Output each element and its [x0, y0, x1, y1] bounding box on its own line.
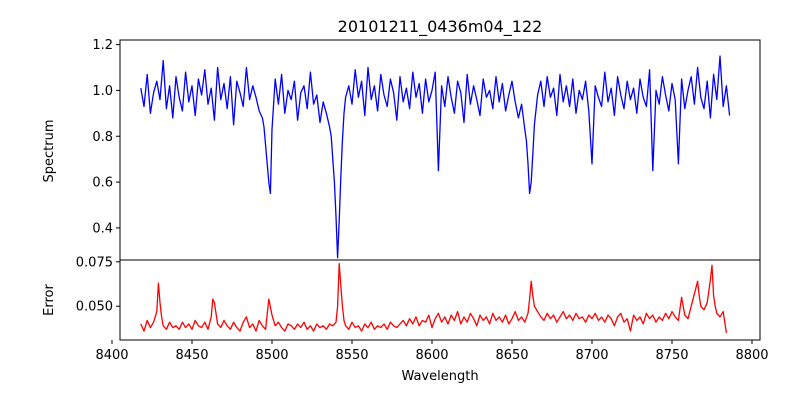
x-tick-label: 8500: [255, 348, 288, 363]
x-tick-label: 8400: [95, 348, 128, 363]
spectrum-y-tick-label: 0.8: [92, 130, 113, 145]
x-tick-label: 8800: [735, 348, 768, 363]
x-tick-label: 8450: [175, 348, 208, 363]
spectrum-series-line-0: [140, 55, 731, 259]
spectrum-panel-frame: [119, 39, 761, 261]
x-tick-label: 8600: [415, 348, 448, 363]
x-tick-label: 8550: [335, 348, 368, 363]
x-axis-title: Wavelength: [401, 369, 478, 384]
x-tick-label: 8700: [575, 348, 608, 363]
x-tick-label: 8750: [655, 348, 688, 363]
error-y-tick-label: 0.075: [76, 255, 113, 270]
error-series-line-0: [140, 262, 728, 333]
error-panel-frame: [119, 259, 761, 341]
x-tick-label: 8650: [495, 348, 528, 363]
chart-title: 20101211_0436m04_122: [338, 17, 543, 37]
y-axis-title-spectrum: Spectrum: [42, 120, 57, 183]
spectrum-y-tick-label: 1.2: [92, 38, 113, 53]
error-y-tick-label: 0.050: [76, 300, 113, 315]
plot-layer: 0.4 0.6 0.8 1.0 1.2 0.050 0.075 8400 8450 8500 855…: [76, 38, 769, 363]
spectrum-y-tick-label: 0.6: [92, 176, 113, 191]
y-axis-title-error: Error: [42, 284, 57, 316]
spectrum-y-tick-label: 0.4: [92, 221, 113, 236]
spectrum-y-tick-label: 1.0: [92, 84, 113, 99]
